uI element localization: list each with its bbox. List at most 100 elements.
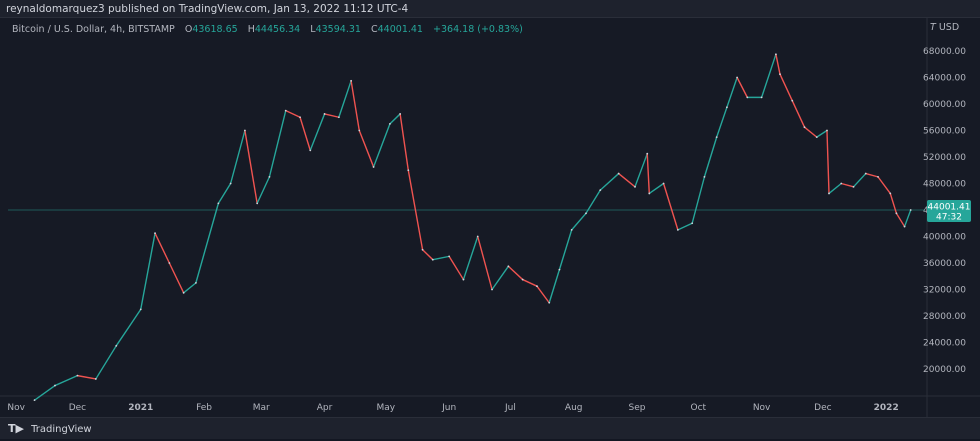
price-segment bbox=[244, 129, 258, 205]
price-chart[interactable]: 20000.00 24000.00 28000.00 32000.00 36000.00… bbox=[0, 18, 980, 417]
x-tick-label: Apr bbox=[317, 403, 333, 413]
x-tick-label: Nov bbox=[7, 403, 25, 413]
price-segment bbox=[791, 99, 806, 128]
data-point bbox=[476, 235, 479, 238]
change-value: +364.18 (+0.83%) bbox=[433, 24, 523, 35]
data-point bbox=[662, 182, 665, 185]
chart-area[interactable] bbox=[0, 18, 980, 417]
data-point bbox=[617, 172, 620, 175]
y-tick-label: 20000.00 bbox=[923, 365, 966, 375]
y-tick-label: 48000.00 bbox=[923, 180, 966, 190]
price-segment bbox=[599, 172, 620, 191]
publish-header: reynaldomarquez3 published on TradingVie… bbox=[0, 0, 980, 18]
data-point bbox=[570, 228, 573, 231]
data-point bbox=[646, 152, 649, 155]
price-segment bbox=[182, 282, 197, 294]
price-segment bbox=[256, 176, 271, 205]
data-point bbox=[256, 202, 259, 205]
price-segment bbox=[536, 285, 550, 304]
price-segment bbox=[828, 182, 842, 195]
price-segment bbox=[299, 116, 311, 152]
x-tick-label: Mar bbox=[253, 403, 270, 413]
high-label: H bbox=[247, 24, 255, 35]
data-point bbox=[691, 222, 694, 225]
data-point bbox=[94, 378, 97, 380]
data-point bbox=[909, 209, 912, 211]
data-point bbox=[828, 192, 830, 195]
currency-selector[interactable]: T USD bbox=[930, 22, 959, 33]
data-point bbox=[558, 268, 561, 271]
data-point bbox=[54, 384, 56, 387]
x-tick-label: Dec bbox=[69, 403, 86, 413]
price-segment bbox=[491, 265, 510, 291]
price-segment bbox=[840, 182, 855, 188]
price-segment bbox=[477, 235, 493, 291]
price-segment bbox=[726, 76, 738, 109]
price-badge-bg bbox=[927, 199, 971, 222]
data-point bbox=[309, 149, 312, 152]
price-segment bbox=[338, 80, 352, 118]
y-tick-label: 24000.00 bbox=[923, 339, 966, 349]
tradingview-logo-icon[interactable]: 𝗧▶ bbox=[8, 422, 24, 435]
data-point bbox=[372, 166, 375, 168]
x-tick-label: Sep bbox=[629, 403, 646, 413]
data-point bbox=[168, 262, 171, 264]
price-segment bbox=[548, 268, 561, 304]
price-segment bbox=[76, 374, 97, 380]
y-tick-label: 60000.00 bbox=[923, 100, 966, 110]
price-segment bbox=[95, 345, 117, 380]
data-point bbox=[229, 182, 232, 185]
price-segment bbox=[115, 308, 142, 347]
data-point bbox=[217, 202, 220, 205]
price-segment bbox=[648, 182, 665, 195]
data-point bbox=[268, 175, 271, 178]
price-segment bbox=[462, 235, 479, 281]
price-segment bbox=[715, 106, 728, 138]
price-badge-countdown: 47:32 bbox=[936, 212, 962, 222]
price-segment bbox=[634, 152, 648, 188]
data-point bbox=[826, 129, 828, 132]
price-segment bbox=[521, 278, 538, 287]
low-value: 43594.31 bbox=[315, 24, 361, 35]
price-segment bbox=[309, 113, 326, 152]
data-point bbox=[284, 109, 287, 112]
data-point bbox=[840, 182, 843, 185]
y-tick-label: 28000.00 bbox=[923, 312, 966, 322]
data-point bbox=[760, 96, 763, 99]
data-point bbox=[139, 308, 142, 311]
data-point bbox=[725, 106, 728, 109]
data-point bbox=[182, 291, 185, 294]
data-point bbox=[462, 278, 465, 281]
symbol-legend: Bitcoin / U.S. Dollar, 4h, BITSTAMP O436… bbox=[12, 24, 523, 35]
data-point bbox=[389, 122, 391, 125]
price-segment bbox=[760, 53, 777, 99]
close-label: C bbox=[371, 24, 378, 35]
data-point bbox=[715, 136, 718, 139]
data-point bbox=[421, 248, 424, 251]
price-segment bbox=[389, 113, 401, 125]
price-segment bbox=[268, 109, 287, 178]
price-segment bbox=[691, 176, 706, 224]
data-point bbox=[676, 228, 679, 231]
data-point bbox=[648, 192, 651, 195]
price-segment bbox=[33, 384, 56, 401]
data-point bbox=[703, 175, 706, 178]
data-point bbox=[194, 281, 197, 284]
price-segment bbox=[585, 189, 601, 215]
price-segment bbox=[399, 113, 409, 171]
price-segment bbox=[350, 80, 360, 132]
data-point bbox=[399, 113, 402, 115]
data-point bbox=[507, 265, 510, 268]
x-tick-label: Aug bbox=[565, 403, 583, 413]
price-segment bbox=[372, 123, 391, 168]
price-segment bbox=[229, 129, 246, 185]
price-segment bbox=[736, 76, 749, 99]
price-segment bbox=[558, 229, 573, 271]
data-point bbox=[33, 399, 36, 402]
footer-brand[interactable]: TradingView bbox=[31, 424, 92, 435]
x-tick-label: Feb bbox=[196, 403, 212, 413]
price-segment bbox=[217, 182, 232, 205]
data-point bbox=[299, 116, 301, 119]
data-point bbox=[548, 301, 551, 304]
price-segment bbox=[54, 374, 79, 387]
